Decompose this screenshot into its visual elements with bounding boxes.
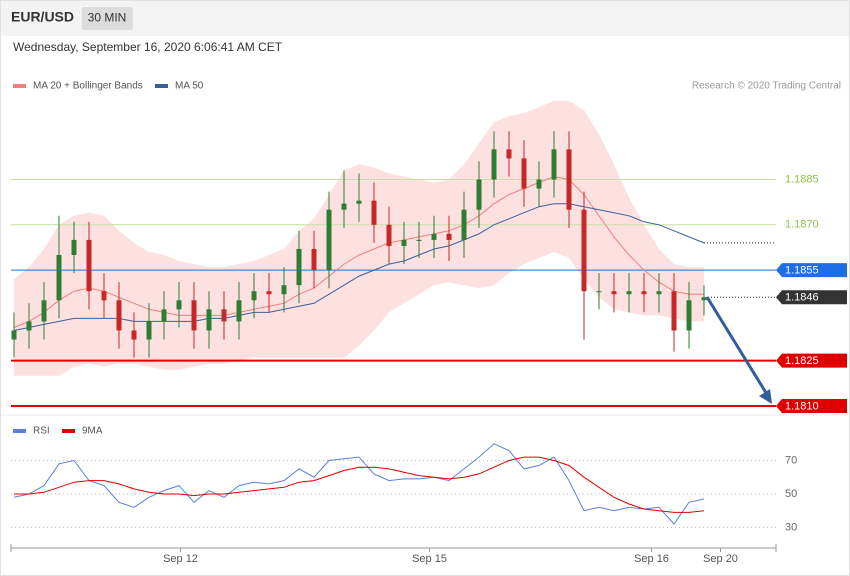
level-label: 1.1885: [785, 173, 819, 185]
candle-body: [296, 248, 302, 286]
level-tag: [776, 263, 847, 278]
candle-body: [281, 285, 287, 295]
candle-body: [521, 158, 527, 189]
candle-body: [551, 149, 557, 180]
candle-body: [86, 239, 92, 292]
candle-body: [71, 239, 77, 255]
y-tick-label: 50: [785, 488, 797, 500]
candle-body: [656, 291, 662, 295]
candle-body: [596, 291, 602, 293]
candle-body: [431, 233, 437, 240]
candle-body: [341, 203, 347, 210]
rsi-line: [13, 443, 705, 525]
candle-body: [11, 330, 17, 340]
symbol: EUR/USD: [11, 9, 74, 25]
candle-body: [611, 291, 617, 295]
level-tag: [776, 290, 847, 305]
candle-body: [566, 149, 572, 210]
interval[interactable]: 30 MIN: [88, 11, 127, 25]
candle-body: [176, 300, 182, 310]
candle-body: [581, 209, 587, 292]
candle-body: [26, 321, 32, 331]
candle-body: [311, 248, 317, 271]
x-tick-label: Sep 16: [634, 553, 669, 565]
candle-body: [461, 209, 467, 240]
candle-body: [671, 291, 677, 331]
candle-body: [41, 300, 47, 322]
interval-box[interactable]: [82, 7, 133, 30]
legend-swatch: [155, 84, 168, 88]
candle-body: [356, 200, 362, 204]
source: Research © 2020 Trading Central: [692, 81, 841, 92]
candle-body: [56, 255, 62, 301]
candle-body: [371, 200, 377, 225]
candle-body: [236, 300, 242, 322]
candle-body: [191, 300, 197, 331]
candle-body: [146, 321, 152, 340]
level-label: 1.1825: [785, 355, 819, 367]
forecast-arrow-head: [759, 389, 772, 404]
candle-body: [401, 239, 407, 246]
candle-body: [626, 291, 632, 295]
legend-label: RSI: [33, 426, 50, 437]
candle-body: [161, 309, 167, 322]
candle-body: [251, 291, 257, 301]
candle-body: [416, 239, 422, 241]
legend-label: 9MA: [82, 426, 103, 437]
bollinger-band: [14, 101, 704, 376]
candle-body: [221, 309, 227, 322]
level-label: 1.1810: [785, 400, 819, 412]
level-tag: [776, 353, 847, 368]
candle-body: [506, 149, 512, 159]
y-tick-label: 30: [785, 521, 797, 533]
candle-body: [536, 179, 542, 189]
moving-average: [13, 175, 704, 328]
y-tick-label: 70: [785, 454, 797, 466]
candle-body: [476, 179, 482, 210]
level-tag: [776, 398, 847, 413]
legend-swatch: [62, 429, 75, 433]
x-tick-label: Sep 12: [163, 553, 198, 565]
candle-body: [386, 224, 392, 246]
level-label: 1.1846: [785, 292, 819, 304]
candle-body: [116, 300, 122, 331]
timestamp: Wednesday, September 16, 2020 6:06:41 AM…: [13, 40, 283, 54]
candle-body: [266, 291, 272, 295]
legend-swatch: [13, 84, 26, 88]
level-label: 1.1855: [785, 265, 819, 277]
candle-body: [701, 297, 707, 301]
candle-body: [641, 291, 647, 295]
header-bar: [1, 1, 849, 36]
candle-body: [206, 309, 212, 331]
candle-body: [491, 149, 497, 180]
legend-label: MA 50: [175, 81, 204, 92]
moving-average: [13, 203, 705, 331]
candle-body: [446, 233, 452, 240]
forecast-arrow: [705, 296, 770, 397]
legend-swatch: [13, 429, 26, 433]
candle-body: [686, 300, 692, 331]
candle-body: [131, 330, 137, 340]
legend-label: MA 20 + Bollinger Bands: [33, 81, 143, 92]
level-label: 1.1870: [785, 219, 819, 231]
x-tick-label: Sep 15: [412, 553, 447, 565]
x-tick-label: Sep 20: [703, 553, 738, 565]
candle-body: [101, 291, 107, 301]
candle-body: [326, 209, 332, 271]
rsi-line: [14, 456, 705, 513]
